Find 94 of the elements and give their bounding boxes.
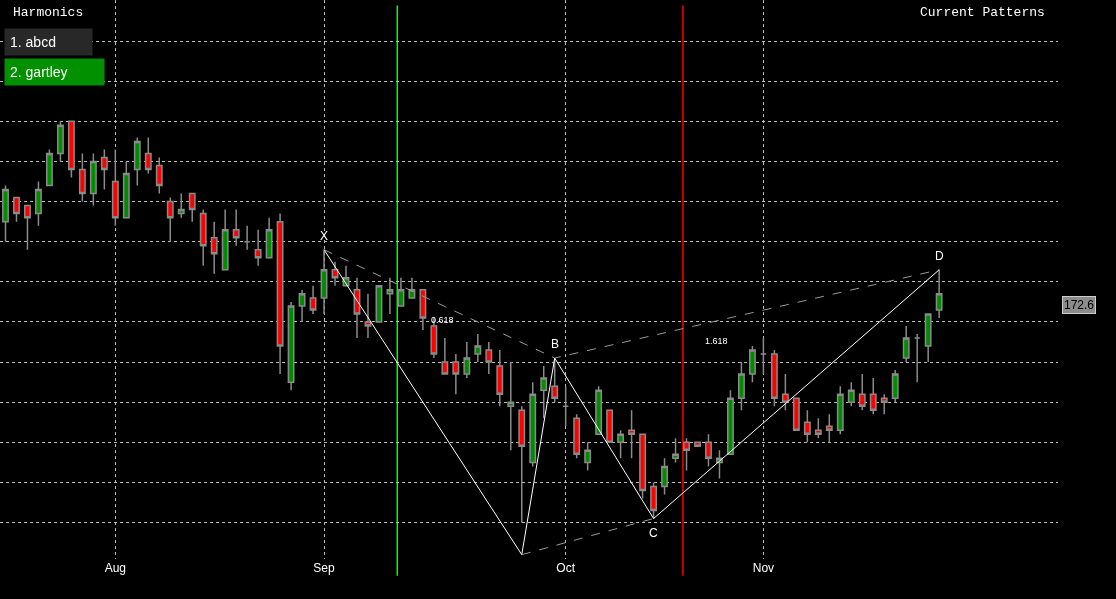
candlestick [177,192,185,219]
candlestick [13,196,20,223]
candlestick [639,433,647,500]
candlestick [474,333,482,363]
candlestick [573,413,581,460]
candlestick [661,457,668,496]
annotation: 0.618 [431,315,454,325]
candlestick [781,373,789,411]
text: 172.6 [1064,298,1095,312]
candlestick [836,385,844,436]
candlestick [507,361,515,452]
x-tick-label: Sep [313,561,336,575]
candlestick [320,248,328,315]
candlestick [880,393,888,415]
candlestick [540,365,548,419]
candlestick [814,417,822,440]
candlestick [243,224,251,251]
candlestick [759,337,767,375]
candlestick [67,120,75,179]
candlestick [858,373,866,411]
candlestick [924,313,932,363]
candlestick [199,208,207,267]
annotation: 1.618 [705,336,728,346]
candlestick [727,389,734,456]
candlestick [166,196,174,243]
candlestick [463,341,471,379]
annotation: X [320,229,329,243]
candlestick [287,301,295,391]
annotation: B [551,337,560,351]
x-tick-label: Aug [104,561,127,575]
text: 2. gartley [10,64,99,80]
candlestick [792,397,800,432]
candlestick [496,349,504,407]
text: Current Patterns [920,5,1045,20]
candlestick [111,148,119,227]
candlestick [441,337,449,375]
candlestick [913,333,921,383]
candlestick [803,409,811,444]
candlestick [35,180,42,227]
candlestick [276,212,284,375]
candlestick [650,481,657,520]
candlestick [331,261,339,287]
candlestick [562,385,570,428]
candlestick [221,208,229,271]
candlestick [606,409,614,444]
candlestick [628,409,636,460]
candlestick [737,361,745,411]
candlestick [485,341,493,375]
candlestick [825,413,833,444]
candlestick [133,136,141,187]
chart-title: Harmonics [13,5,84,20]
candlestick [364,293,372,339]
candlestick [672,437,679,464]
candlestick [584,441,592,472]
candlestick [386,277,394,315]
candlestick [45,148,53,187]
candlestick [595,385,603,436]
candlestick [452,353,460,395]
candlestick [2,184,9,243]
candlestick [122,160,130,219]
candlestick [847,381,855,407]
candlestick [902,325,910,363]
annotation: D [935,249,944,263]
candlestick [770,349,778,407]
candlestick [869,377,877,415]
candlestick [78,152,86,203]
candlestick [232,208,240,247]
annotation: C [649,526,658,540]
candlestick [309,285,317,315]
candlestick [265,216,273,259]
x-tick-label: Nov [752,561,775,575]
candlestick [56,120,64,163]
candlestick [144,136,152,175]
x-tick-label: Oct [556,561,576,575]
candlestick [419,289,427,331]
candlestick [748,345,756,383]
candlestick [353,277,361,339]
candlestick [188,192,196,223]
candlestick [529,381,537,468]
candlestick [155,156,163,195]
candlestick [705,433,712,468]
candlestick [408,277,416,299]
candlestick [935,269,943,319]
candlestick [617,429,625,460]
candlestick [891,369,899,403]
candlestick [298,289,306,323]
text: 1. abcd [10,34,88,50]
candlestick [89,152,97,207]
candlestick [210,220,218,275]
candlestick [254,228,262,267]
candlestick [518,405,526,524]
candlestick [24,204,31,251]
candlestick [397,277,405,307]
candlestick [100,148,108,191]
